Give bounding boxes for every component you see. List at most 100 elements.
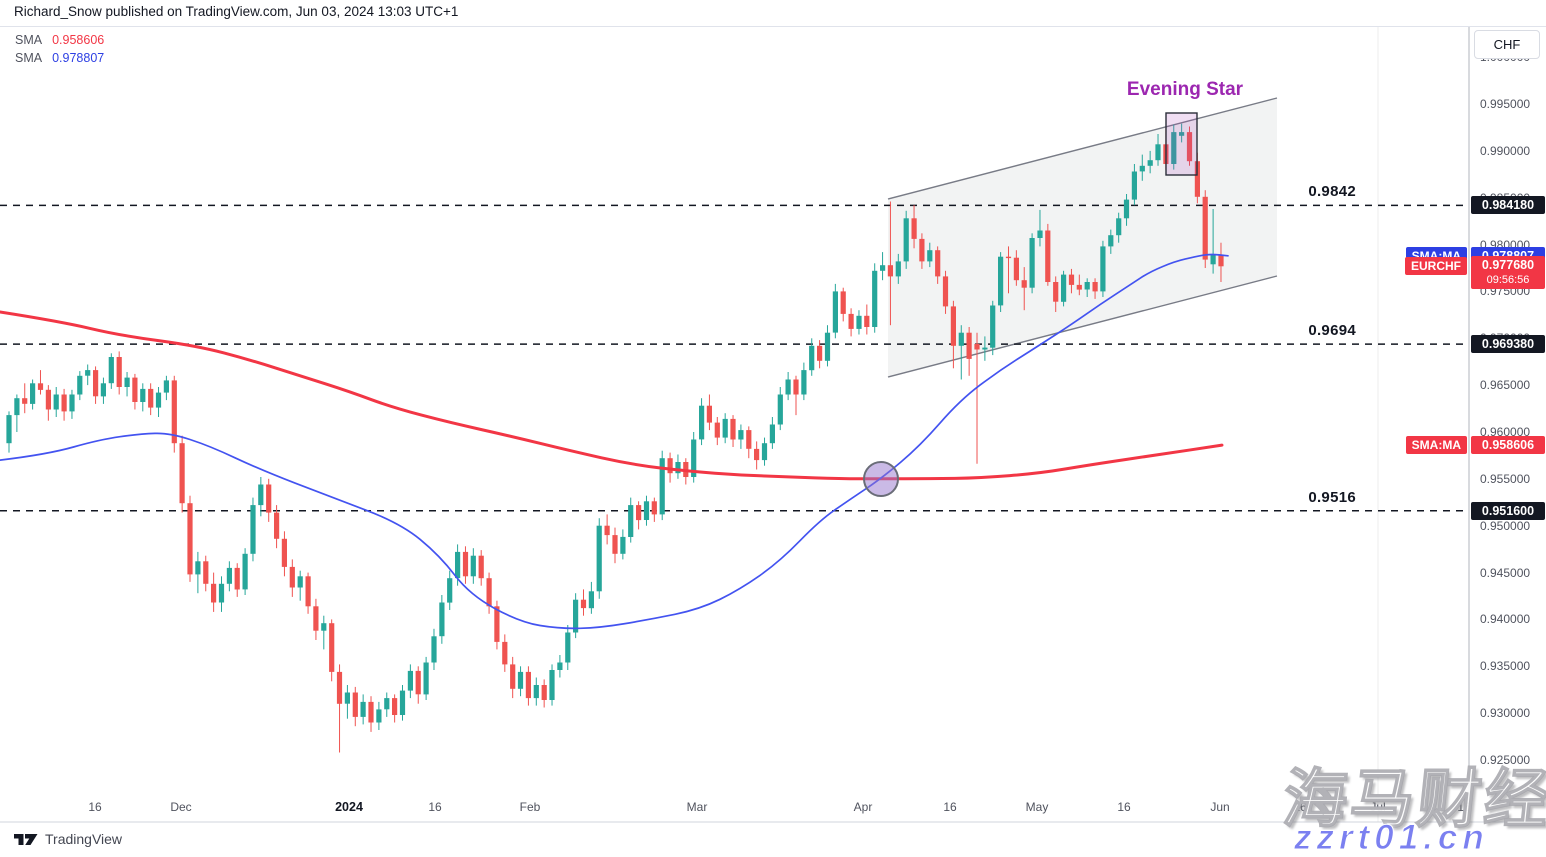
candle-body [691,439,697,477]
candle-body [281,538,287,567]
candle-body [777,394,783,425]
currency-toggle-button[interactable]: CHF [1474,30,1540,59]
candle-body [557,662,563,670]
candle-body [840,291,846,314]
price-tick-label[interactable]: 0.935000 [1480,659,1531,674]
badge-price-value: 0.977680 [1481,258,1535,273]
candle-body [974,343,980,350]
candle-body [1218,254,1224,267]
candle-body [6,415,12,444]
time-tick-label[interactable]: May [1025,800,1049,814]
price-tick-label[interactable]: 0.925000 [1480,752,1531,767]
candle-body [1100,246,1106,292]
candle-body [431,636,437,663]
candle-body [148,388,154,408]
time-tick-label[interactable]: 16 [88,800,102,814]
price-tick-label[interactable]: 0.930000 [1480,706,1531,721]
candle-body [116,357,122,387]
candle-body [982,347,988,350]
badge-price-value: 0.958606 [1481,438,1535,453]
ma-crossover-circle [863,461,899,497]
candle-body [321,623,327,631]
candle-body [1139,165,1145,172]
candle-body [942,276,949,307]
time-tick-label[interactable]: 2024 [335,800,363,814]
candle-body [171,380,177,444]
candle-body [848,313,854,329]
candle-body [108,357,114,384]
price-axis-badge: 0.969380 [1471,335,1545,354]
time-tick-label[interactable]: Jun [1210,800,1230,814]
candle-body [423,662,429,695]
price-tick-label[interactable]: 0.965000 [1480,378,1531,393]
legend-sma-slow-name: SMA [15,33,43,47]
time-tick-label[interactable]: 16 [943,800,957,814]
indicator-legend: SMA 0.958606 SMA 0.978807 [15,31,104,67]
candle-body [746,430,752,449]
time-tick-label[interactable]: Apr [853,800,873,814]
price-tick-label[interactable]: 0.940000 [1480,612,1531,627]
candle-body [439,602,445,637]
series-name-badge: EURCHF [1405,257,1467,276]
candle-body [832,291,838,333]
price-tick-label[interactable]: 0.955000 [1480,471,1531,486]
candle-body [667,458,673,474]
candle-body [824,332,831,361]
time-tick-label[interactable]: Dec [170,800,192,814]
candle-body [525,671,531,699]
candle-body [376,709,382,723]
time-tick-label[interactable]: 16 [1117,800,1131,814]
title-divider [0,26,1546,27]
candle-body [675,462,681,474]
candle-body [195,561,201,575]
candle-body [352,692,358,717]
candle-body [1131,171,1137,200]
candle-body [1202,196,1208,260]
candle-body [659,458,665,515]
candle-body [761,443,768,461]
price-tick-label[interactable]: 0.960000 [1480,424,1531,439]
time-tick-label[interactable]: Jul [1370,800,1386,814]
price-tick-label[interactable]: 0.990000 [1480,143,1531,158]
candle-body [415,670,421,695]
candle-body [305,576,311,607]
trend-channel-upper-line [887,97,1278,200]
candle-body [864,315,870,327]
time-tick-label[interactable]: 16 [1293,800,1307,814]
candle-body [234,567,240,590]
candle-body [69,394,75,412]
candle-body [856,315,862,329]
sma-slow-line [0,310,1224,481]
candle-body [163,380,169,393]
time-tick-label[interactable]: Mar [686,800,708,814]
candle-body [226,567,232,584]
candle-body [706,405,712,423]
candle-body [1179,132,1185,136]
candle-body [817,345,823,361]
tradingview-attribution[interactable]: TradingView [14,831,122,847]
candle-body [1155,144,1161,161]
legend-sma-fast: SMA 0.978807 [15,49,104,67]
time-tick-label[interactable]: Feb [519,800,541,814]
candle-body [1013,257,1019,281]
time-tick-label[interactable]: 16 [1457,800,1471,814]
price-tick-label[interactable]: 0.950000 [1480,518,1531,533]
candle-body [61,394,67,412]
candle-body [447,578,453,603]
legend-sma-fast-value: 0.978807 [52,51,105,65]
candle-body [470,555,476,577]
candle-body [565,632,571,663]
time-tick-label[interactable]: 16 [428,800,442,814]
candle-body [620,536,626,554]
candle-body [360,701,366,717]
candle-body [242,553,248,590]
candle-body [384,698,390,710]
price-tick-label[interactable]: 0.945000 [1480,565,1531,580]
candle-body [643,501,650,520]
candle-body [510,664,516,689]
price-tick-label[interactable]: 0.995000 [1480,97,1531,111]
candle-body [785,379,791,395]
price-axis-badge: 0.951600 [1471,501,1545,520]
